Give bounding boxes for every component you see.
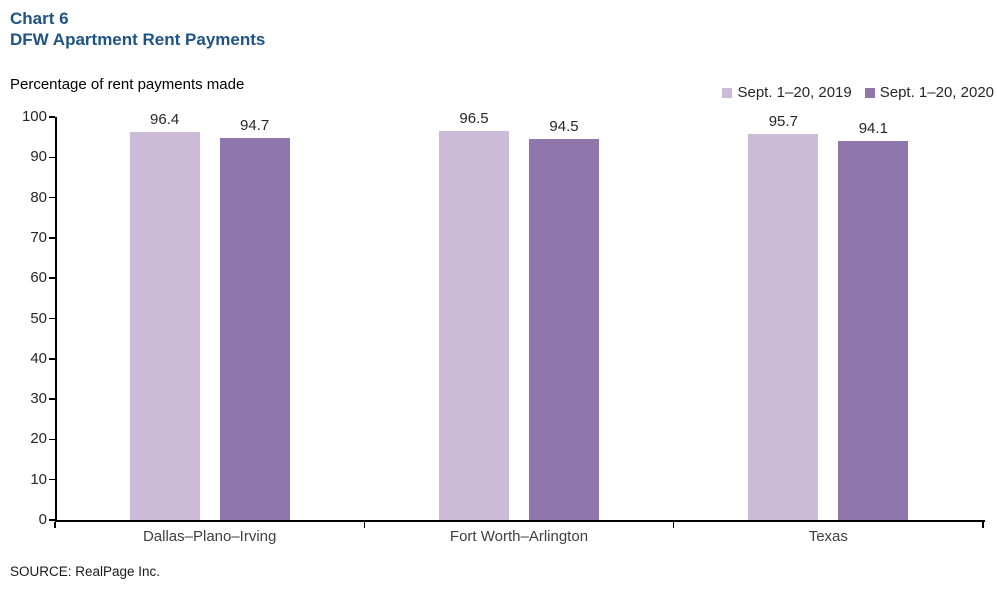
bar [529, 139, 599, 520]
chart-title-text: DFW Apartment Rent Payments [10, 30, 266, 49]
y-axis-tick [49, 156, 55, 159]
y-axis-tick [49, 116, 55, 118]
x-axis-tick [54, 522, 56, 528]
bar-value-label: 94.7 [240, 117, 270, 135]
y-axis-tick-label: 30 [30, 390, 47, 408]
legend-label-2019: Sept. 1–20, 2019 [737, 84, 852, 101]
x-axis-tick [363, 522, 366, 528]
bar [129, 131, 200, 520]
legend-swatch-2020 [864, 87, 875, 98]
legend-swatch-2019 [722, 87, 733, 98]
bar-value-label: 94.1 [858, 119, 888, 137]
y-axis-line [55, 117, 57, 520]
y-axis-tick-label: 20 [30, 430, 47, 448]
y-axis-tick-label: 10 [30, 470, 47, 488]
legend-label-2020: Sept. 1–20, 2020 [879, 84, 994, 101]
category-label: Fort Worth–Arlington [449, 528, 589, 545]
y-axis-tick [49, 398, 55, 400]
x-axis-line [55, 520, 985, 522]
chart-number: Chart 6 [10, 9, 69, 28]
x-axis-tick [982, 522, 984, 528]
y-axis-tick [49, 237, 55, 239]
y-axis-tick-label: 0 [38, 511, 47, 528]
y-axis-tick-label: 80 [30, 188, 47, 206]
bar-value-label: 94.5 [549, 118, 579, 136]
category-label: Dallas–Plano–Irving [142, 528, 277, 545]
y-axis-tick-label: 100 [21, 108, 47, 125]
legend-item-2020: Sept. 1–20, 2020 [864, 84, 994, 101]
axis-unit-label: Percentage of rent payments made [10, 76, 245, 93]
y-axis-tick [49, 277, 55, 279]
y-axis-tick [49, 478, 55, 481]
y-axis-tick [49, 358, 55, 360]
bar [838, 140, 909, 520]
bar-value-label: 96.4 [150, 110, 180, 128]
x-axis-tick [672, 522, 675, 528]
y-axis-tick [49, 317, 55, 320]
bar [439, 131, 509, 520]
bar-value-label: 96.5 [459, 110, 489, 128]
bar [748, 134, 819, 520]
legend-item-2019: Sept. 1–20, 2019 [722, 84, 852, 101]
y-axis-tick-label: 70 [30, 228, 47, 246]
chart-title: Chart 6 DFW Apartment Rent Payments [10, 8, 265, 50]
y-axis-tick [49, 196, 55, 199]
bar [219, 138, 290, 520]
legend: Sept. 1–20, 2019 Sept. 1–20, 2020 [722, 84, 994, 101]
bar-value-label: 95.7 [768, 113, 798, 131]
category-label: Texas [808, 528, 848, 545]
source-note: SOURCE: RealPage Inc. [10, 564, 161, 579]
y-axis-tick-label: 90 [30, 148, 47, 166]
y-axis-tick [49, 438, 55, 441]
y-axis-tick-label: 60 [30, 269, 47, 287]
y-axis-tick [49, 519, 55, 521]
y-axis-tick-label: 50 [30, 309, 47, 327]
y-axis-tick-label: 40 [30, 349, 47, 367]
